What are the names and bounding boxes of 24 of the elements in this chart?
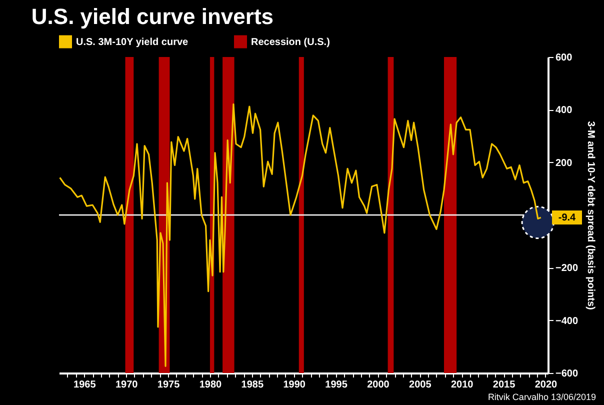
legend-label: U.S. 3M-10Y yield curve — [76, 36, 189, 48]
y-tick-label: 200 — [556, 158, 573, 169]
x-tick-label: 1970 — [115, 380, 138, 390]
legend-label: Recession (U.S.) — [251, 36, 330, 48]
x-tick-label: 1990 — [283, 380, 306, 390]
y-tick-label: −200 — [556, 263, 578, 274]
x-tick-label: 2010 — [450, 380, 474, 390]
y-tick-label: −600 — [556, 368, 578, 380]
y-axis-title: 3-M and 10-Y debt spread (basis points) — [585, 121, 596, 310]
text: Ritvik Carvalho 13/06/2019 — [488, 392, 596, 402]
x-tick-label: 1965 — [74, 380, 96, 390]
y-tick-label: 400 — [556, 105, 573, 116]
x-tick-label: 2015 — [492, 380, 516, 390]
x-tick-label: 1975 — [157, 380, 180, 390]
x-tick-label: 2020 — [534, 380, 558, 390]
x-tick-label: 1980 — [199, 380, 222, 390]
x-tick-label: 2005 — [409, 380, 432, 390]
chart-title: U.S. yield curve inverts — [31, 4, 274, 29]
annotation: -9.4 — [558, 212, 576, 224]
y-tick-label: −400 — [556, 316, 578, 327]
x-tick-label: 2000 — [367, 380, 390, 390]
x-tick-label: 1985 — [241, 380, 264, 390]
x-tick-label: 1995 — [325, 380, 348, 390]
y-tick-label: 600 — [556, 52, 573, 64]
